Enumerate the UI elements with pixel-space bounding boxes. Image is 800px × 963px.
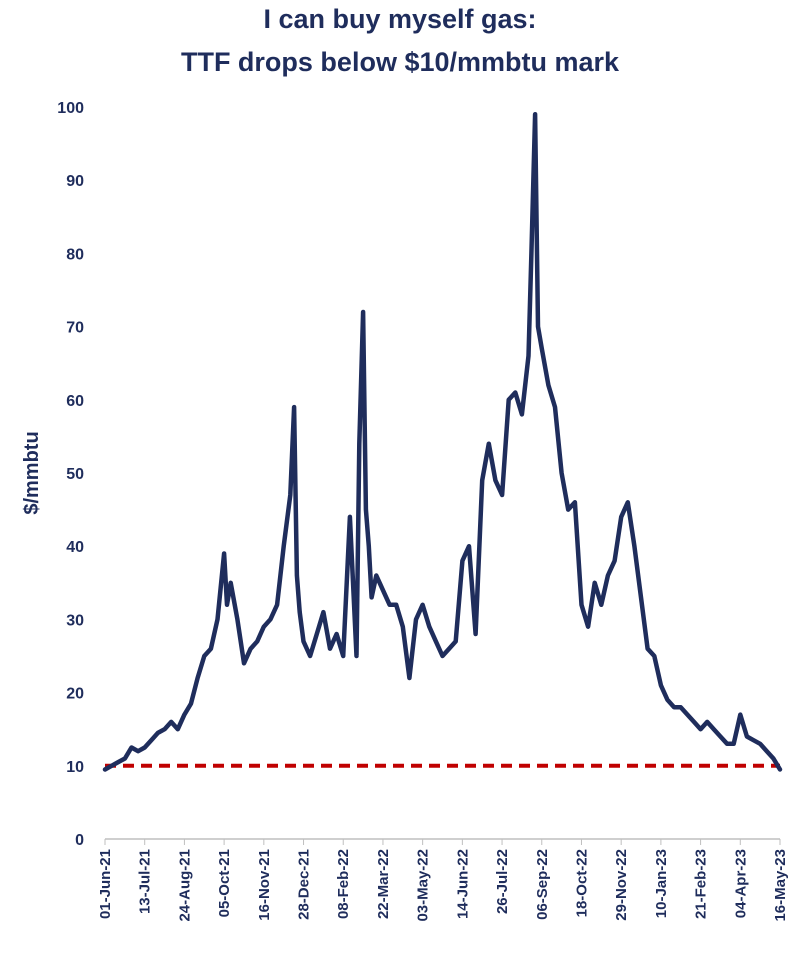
chart-title-line-2: TTF drops below $10/mmbtu mark bbox=[180, 47, 620, 77]
chart-title-line-1: I can buy myself gas: bbox=[263, 4, 537, 34]
x-tick-label: 16-Nov-21 bbox=[256, 849, 273, 921]
y-tick-label: 0 bbox=[75, 832, 84, 849]
x-tick-label: 22-Mar-22 bbox=[375, 849, 392, 919]
y-tick-label: 40 bbox=[66, 539, 84, 556]
series-layer bbox=[102, 112, 783, 772]
x-tick-label: 16-May-23 bbox=[772, 849, 789, 922]
y-tick-label: 30 bbox=[66, 612, 84, 629]
x-tick-label: 28-Dec-21 bbox=[296, 849, 313, 920]
x-tick-label: 21-Feb-23 bbox=[693, 849, 710, 919]
x-tick-label: 26-Jul-22 bbox=[494, 849, 511, 914]
x-tick-label: 01-Jun-21 bbox=[97, 849, 114, 919]
y-tick-label: 80 bbox=[66, 246, 84, 263]
x-tick-label: 24-Aug-21 bbox=[176, 849, 193, 922]
x-tick-label: 04-Apr-23 bbox=[732, 849, 749, 918]
x-tick-label: 03-May-22 bbox=[415, 849, 432, 922]
x-tick-label: 08-Feb-22 bbox=[335, 849, 352, 919]
x-tick-label: 18-Oct-22 bbox=[573, 849, 590, 917]
y-tick-label: 100 bbox=[57, 100, 84, 117]
x-tick-label: 06-Sep-22 bbox=[534, 849, 551, 920]
x-axis: 01-Jun-21 13-Jul-21 24-Aug-21 05-Oct-21 16-N… bbox=[97, 838, 789, 922]
y-tick-label: 60 bbox=[66, 393, 84, 410]
series-line bbox=[102, 112, 783, 772]
y-tick-label: 90 bbox=[66, 173, 84, 190]
y-axis: 0 10 20 30 40 50 60 70 80 90 100 bbox=[57, 100, 84, 849]
y-tick-label: 70 bbox=[66, 320, 84, 337]
x-tick-label: 14-Jun-22 bbox=[454, 849, 471, 919]
y-tick-label: 50 bbox=[66, 466, 84, 483]
x-tick-label: 13-Jul-21 bbox=[137, 849, 154, 914]
y-tick-label: 20 bbox=[66, 686, 84, 703]
y-axis-label: $/mmbtu bbox=[21, 431, 43, 514]
x-tick-label: 05-Oct-21 bbox=[216, 849, 233, 917]
y-tick-label: 10 bbox=[66, 759, 84, 776]
x-tick-label: 10-Jan-23 bbox=[653, 849, 670, 918]
x-tick-label: 29-Nov-22 bbox=[613, 849, 630, 921]
